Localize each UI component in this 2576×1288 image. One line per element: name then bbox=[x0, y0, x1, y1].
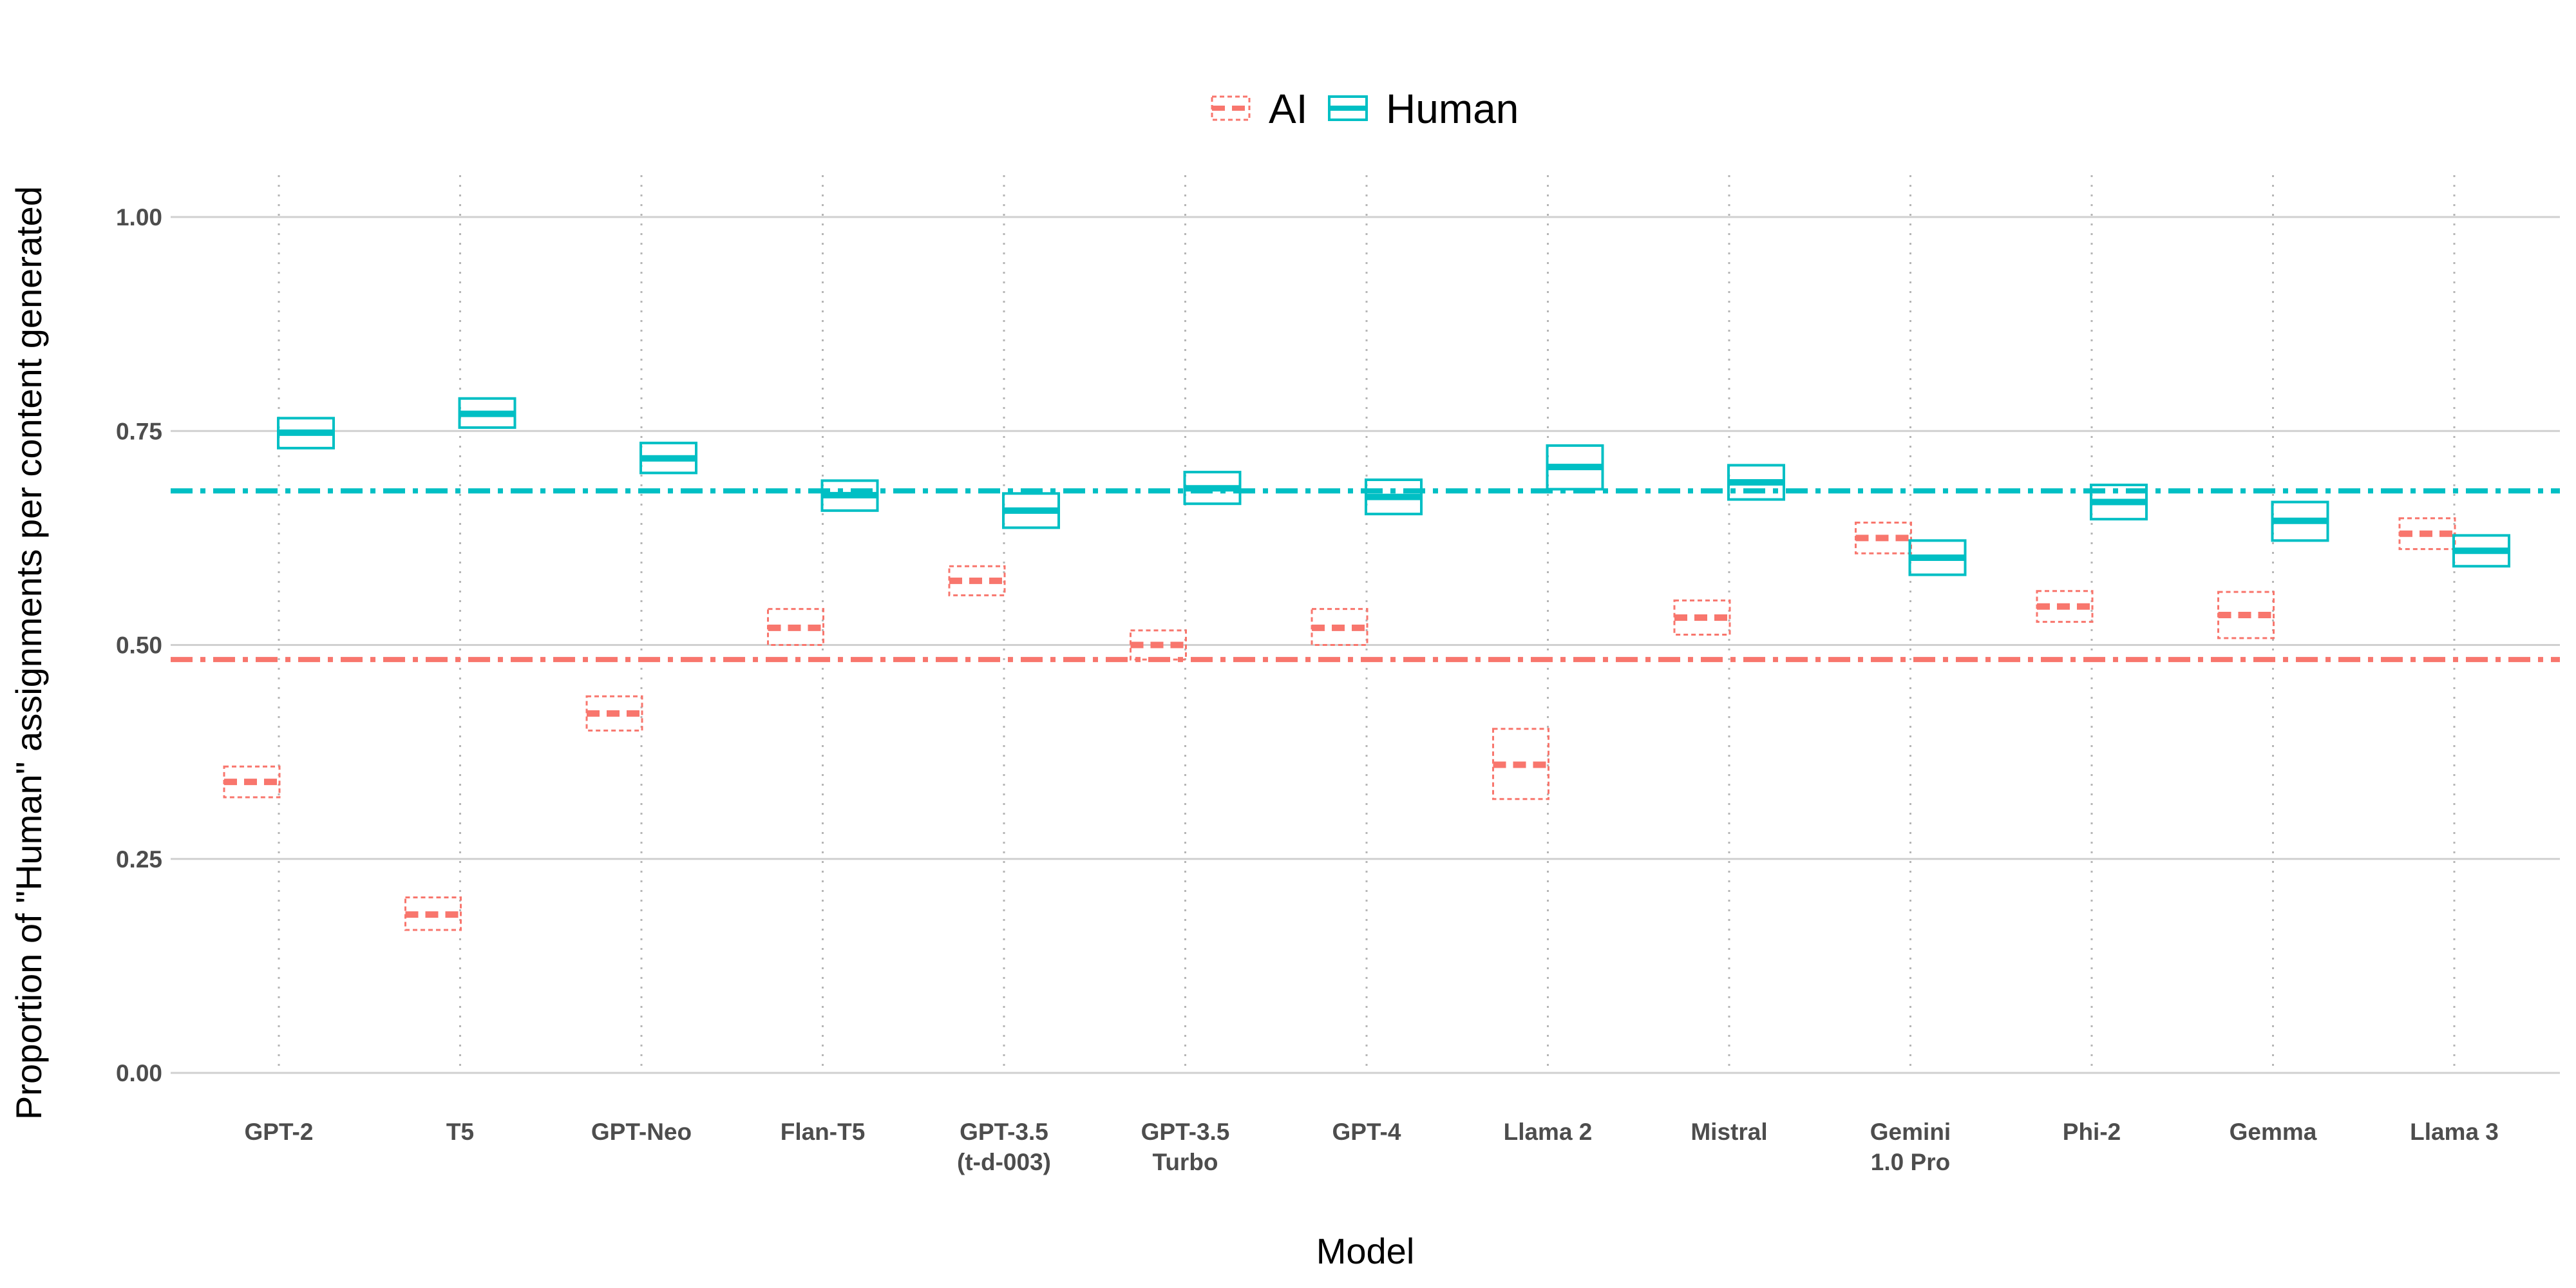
x-tick-label: (t-d-003) bbox=[957, 1149, 1051, 1175]
y-axis-title: Proportion of "Human" assignments per co… bbox=[8, 186, 49, 1120]
x-tick-label: GPT-3.5 bbox=[1141, 1119, 1230, 1145]
crossbar-ai bbox=[1492, 728, 1549, 800]
x-tick-label: Mistral bbox=[1690, 1119, 1767, 1145]
x-tick-label: Flan-T5 bbox=[781, 1119, 866, 1145]
x-tick-label: Llama 3 bbox=[2410, 1119, 2499, 1145]
y-tick-label: 0.50 bbox=[116, 632, 162, 659]
x-axis-title: Model bbox=[1316, 1231, 1415, 1271]
crossbar-ai bbox=[1673, 599, 1731, 636]
y-tick-label: 0.25 bbox=[116, 846, 162, 873]
legend-label-human: Human bbox=[1386, 86, 1519, 132]
x-tick-label: Phi-2 bbox=[2063, 1119, 2121, 1145]
x-axis-ticks: GPT-2 T5 GPT-Neo Flan-T5 GPT-3.5 (t-d-003) GPT… bbox=[245, 1119, 2499, 1175]
crossbar-ai bbox=[948, 565, 1006, 596]
y-tick-label: 1.00 bbox=[116, 204, 162, 231]
x-tick-label: GPT-4 bbox=[1332, 1119, 1401, 1145]
x-tick-label: GPT-3.5 bbox=[960, 1119, 1048, 1145]
x-tick-label: Turbo bbox=[1152, 1149, 1218, 1175]
x-tick-label: T5 bbox=[446, 1119, 474, 1145]
crossbar-ai bbox=[585, 695, 643, 732]
legend: AI Human bbox=[1211, 86, 1519, 132]
crossbar-ai bbox=[1130, 629, 1187, 661]
x-tick-label: Llama 2 bbox=[1504, 1119, 1593, 1145]
gridlines bbox=[171, 175, 2560, 1074]
legend-label-ai: AI bbox=[1269, 86, 1307, 132]
y-tick-label: 0.00 bbox=[116, 1060, 162, 1086]
x-tick-label: Gemma bbox=[2230, 1119, 2317, 1145]
crossbar-ai bbox=[404, 896, 462, 931]
x-tick-label: GPT-2 bbox=[245, 1119, 314, 1145]
y-axis-ticks: 0.00 0.25 0.50 0.75 1.00 bbox=[116, 204, 162, 1086]
crossbars bbox=[223, 397, 2510, 931]
reference-lines bbox=[171, 488, 2560, 663]
x-tick-label: GPT-Neo bbox=[591, 1119, 692, 1145]
x-tick-label: Gemini bbox=[1870, 1119, 1951, 1145]
x-tick-label: 1.0 Pro bbox=[1871, 1149, 1950, 1175]
y-tick-label: 0.75 bbox=[116, 418, 162, 444]
